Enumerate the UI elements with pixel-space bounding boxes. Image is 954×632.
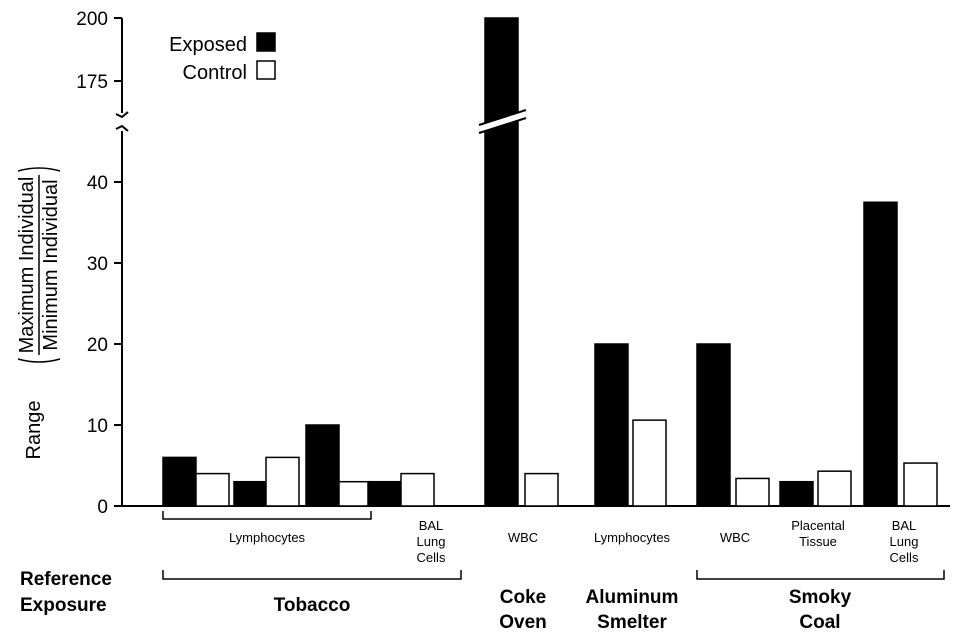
y-axis-label-left-paren	[17, 358, 61, 363]
tissue-label: Cells	[890, 550, 919, 565]
tissue-label: WBC	[508, 530, 538, 545]
exposure-label: Coke	[500, 587, 546, 608]
tobacco-lymphocytes-bracket	[162, 511, 372, 520]
tissue-label: Tissue	[799, 534, 837, 549]
legend-label-control: Control	[183, 62, 247, 84]
bar-exposed	[779, 480, 814, 507]
legend: Exposed Control	[169, 32, 276, 84]
y-axis-label: Range Maximum Individual Minimum Individ…	[16, 167, 62, 460]
tissue-label: BAL	[419, 518, 444, 533]
exposure-label: Tobacco	[274, 595, 351, 616]
legend-swatch-exposed	[256, 32, 276, 52]
tissue-label: Lymphocytes	[229, 530, 306, 545]
y-tick-label: 0	[97, 497, 108, 518]
bar-control	[265, 456, 300, 507]
y-axis-break-upper	[115, 111, 129, 119]
bar-control	[817, 470, 852, 507]
bar-control	[524, 472, 559, 507]
bar-break-gap	[479, 110, 526, 133]
tissue-label: Lung	[417, 534, 446, 549]
bar-exposed	[863, 201, 898, 507]
tissue-label: Cells	[417, 550, 446, 565]
bar-exposed	[367, 480, 402, 507]
exposure-label: Coal	[799, 612, 840, 632]
reference-label-line-2: Exposure	[20, 595, 107, 616]
bar-exposed	[594, 343, 629, 507]
axes	[115, 18, 950, 507]
tobacco-bracket	[162, 570, 462, 580]
bar-control	[632, 419, 667, 507]
bar-control	[195, 472, 230, 507]
exposure-label: Oven	[499, 612, 547, 632]
bar-exposed	[696, 343, 731, 507]
y-tick-label: 40	[87, 173, 108, 194]
exposure-label: Smoky	[789, 587, 852, 608]
tissue-label: Lymphocytes	[594, 530, 671, 545]
tissue-label: Placental	[791, 518, 845, 533]
bar-break-line	[478, 109, 527, 126]
reference-exposure-label: Reference Exposure	[20, 569, 112, 616]
exposure-label: Aluminum	[586, 587, 679, 608]
brackets	[162, 511, 945, 580]
bars	[162, 17, 938, 507]
bar-exposed	[162, 456, 197, 507]
y-axis-label-right-paren	[17, 167, 61, 172]
bar-exposed	[305, 424, 340, 507]
y-tick-label: 200	[76, 9, 108, 30]
y-axis-label-denominator: Minimum Individual	[40, 179, 62, 350]
y-axis-break-lower	[115, 124, 129, 132]
bar-control	[400, 472, 435, 507]
bar-control	[338, 480, 373, 507]
reference-label-line-1: Reference	[20, 569, 112, 590]
y-tick-label: 30	[87, 254, 108, 275]
tissue-label: BAL	[892, 518, 917, 533]
y-tick-label: 20	[87, 335, 108, 356]
bar-exposed	[233, 480, 268, 507]
bar-control	[735, 477, 770, 507]
exposure-label: Smelter	[597, 612, 667, 632]
y-axis-label-prefix: Range	[23, 401, 45, 460]
coke-oven-bar-break	[478, 109, 527, 134]
bar-control	[903, 462, 938, 507]
exposure-labels: Tobacco Coke Oven Aluminum Smelter Smoky Coal	[274, 587, 852, 632]
tissue-label: Lung	[890, 534, 919, 549]
y-ticks: 0 10 20 30 40 175 200	[76, 9, 122, 518]
y-tick-label: 10	[87, 416, 108, 437]
y-tick-label: 175	[76, 72, 108, 93]
smoky-coal-bracket	[696, 570, 945, 580]
legend-swatch-control	[256, 60, 276, 80]
tissue-label: WBC	[720, 530, 750, 545]
bar-break-line	[478, 117, 527, 134]
legend-label-exposed: Exposed	[169, 34, 247, 56]
bar-exposed	[484, 17, 519, 507]
y-axis-label-numerator: Maximum Individual	[16, 177, 38, 354]
